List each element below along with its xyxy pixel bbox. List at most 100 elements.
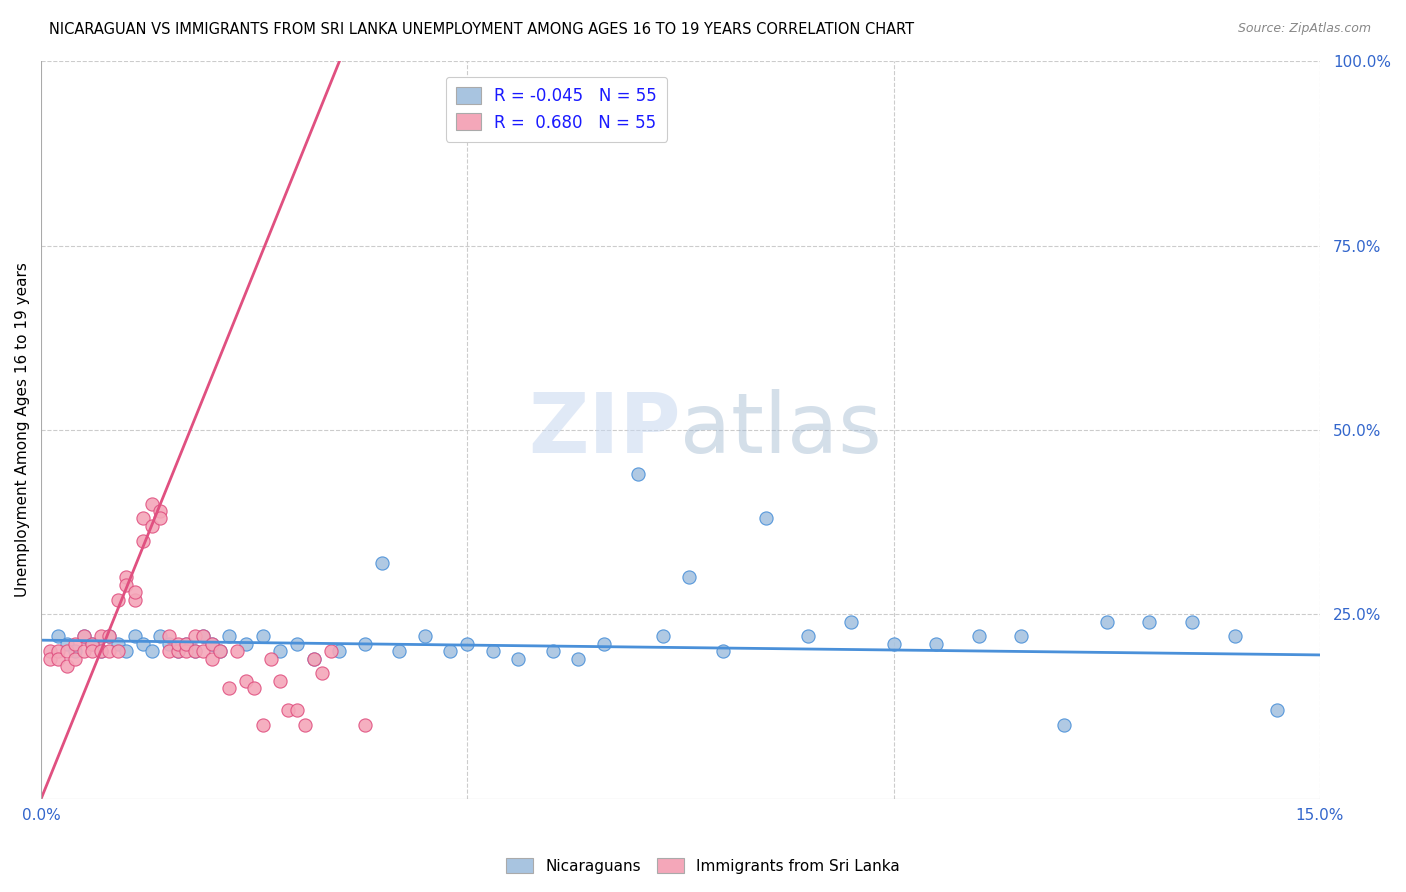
- Point: [46, 630, 69, 644]
- Y-axis label: Unemployment Among Ages 16 to 19 years: Unemployment Among Ages 16 to 19 years: [15, 262, 30, 598]
- Point: [413, 630, 436, 644]
- Text: NICARAGUAN VS IMMIGRANTS FROM SRI LANKA UNEMPLOYMENT AMONG AGES 16 TO 19 YEARS C: NICARAGUAN VS IMMIGRANTS FROM SRI LANKA …: [49, 22, 914, 37]
- Point: [55, 659, 77, 673]
- Point: [115, 644, 138, 658]
- Point: [311, 666, 333, 681]
- Point: [439, 644, 461, 658]
- Point: [1265, 703, 1288, 717]
- Point: [38, 651, 60, 665]
- Point: [82, 644, 104, 658]
- Point: [260, 651, 283, 665]
- Point: [90, 644, 112, 658]
- Point: [82, 637, 104, 651]
- Text: Source: ZipAtlas.com: Source: ZipAtlas.com: [1237, 22, 1371, 36]
- Point: [1181, 615, 1204, 629]
- Point: [567, 651, 589, 665]
- Point: [166, 637, 188, 651]
- Point: [285, 703, 308, 717]
- Point: [55, 644, 77, 658]
- Point: [63, 651, 86, 665]
- Point: [652, 630, 675, 644]
- Point: [149, 511, 172, 525]
- Point: [285, 637, 308, 651]
- Point: [967, 630, 990, 644]
- Point: [388, 644, 411, 658]
- Point: [354, 637, 377, 651]
- Point: [149, 630, 172, 644]
- Point: [63, 637, 86, 651]
- Point: [73, 630, 96, 644]
- Point: [132, 533, 155, 548]
- Point: [1223, 630, 1246, 644]
- Point: [183, 630, 205, 644]
- Point: [166, 644, 188, 658]
- Point: [218, 630, 240, 644]
- Point: [157, 644, 180, 658]
- Point: [115, 570, 138, 584]
- Point: [46, 651, 69, 665]
- Point: [98, 630, 121, 644]
- Point: [201, 637, 224, 651]
- Point: [354, 718, 377, 732]
- Point: [269, 673, 291, 688]
- Point: [226, 644, 249, 658]
- Point: [82, 637, 104, 651]
- Point: [191, 630, 214, 644]
- Point: [1010, 630, 1032, 644]
- Point: [115, 578, 138, 592]
- Point: [328, 644, 350, 658]
- Point: [63, 644, 86, 658]
- Point: [371, 556, 394, 570]
- Point: [252, 630, 274, 644]
- Point: [132, 637, 155, 651]
- Point: [98, 644, 121, 658]
- Point: [1095, 615, 1118, 629]
- Legend: R = -0.045   N = 55, R =  0.680   N = 55: R = -0.045 N = 55, R = 0.680 N = 55: [446, 77, 666, 142]
- Point: [252, 718, 274, 732]
- Point: [124, 630, 146, 644]
- Point: [107, 592, 129, 607]
- Point: [124, 585, 146, 599]
- Point: [627, 467, 650, 482]
- Point: [755, 511, 778, 525]
- Point: [141, 644, 163, 658]
- Point: [319, 644, 342, 658]
- Point: [277, 703, 299, 717]
- Point: [243, 681, 266, 695]
- Point: [98, 630, 121, 644]
- Point: [269, 644, 291, 658]
- Point: [218, 681, 240, 695]
- Point: [191, 630, 214, 644]
- Point: [235, 637, 257, 651]
- Point: [302, 651, 325, 665]
- Point: [883, 637, 905, 651]
- Point: [157, 630, 180, 644]
- Point: [541, 644, 564, 658]
- Point: [141, 519, 163, 533]
- Point: [141, 497, 163, 511]
- Point: [183, 644, 205, 658]
- Point: [73, 644, 96, 658]
- Point: [107, 637, 129, 651]
- Point: [55, 637, 77, 651]
- Point: [508, 651, 530, 665]
- Point: [235, 673, 257, 688]
- Point: [157, 637, 180, 651]
- Point: [90, 644, 112, 658]
- Point: [711, 644, 734, 658]
- Point: [90, 630, 112, 644]
- Point: [174, 644, 197, 658]
- Point: [191, 644, 214, 658]
- Point: [201, 651, 224, 665]
- Point: [592, 637, 614, 651]
- Point: [166, 644, 188, 658]
- Point: [302, 651, 325, 665]
- Point: [132, 511, 155, 525]
- Point: [678, 570, 700, 584]
- Point: [797, 630, 820, 644]
- Point: [209, 644, 232, 658]
- Point: [1137, 615, 1160, 629]
- Point: [124, 592, 146, 607]
- Point: [174, 637, 197, 651]
- Point: [209, 644, 232, 658]
